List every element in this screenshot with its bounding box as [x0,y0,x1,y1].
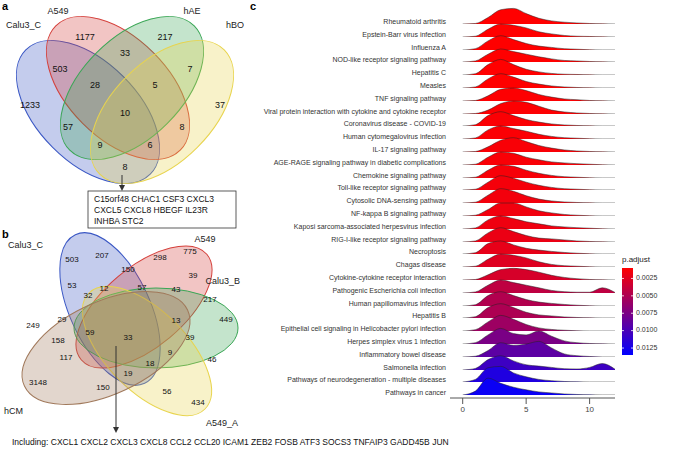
svg-text:A549: A549 [47,6,68,16]
svg-text:57: 57 [138,283,147,292]
svg-text:5: 5 [524,405,529,414]
svg-text:a: a [8,0,9,12]
svg-text:19: 19 [124,369,133,378]
svg-text:INHBA STC2: INHBA STC2 [94,216,144,226]
svg-text:1177: 1177 [75,32,94,42]
svg-text:Herpes simplex virus 1 infecti: Herpes simplex virus 1 infection [347,338,446,346]
svg-text:43: 43 [172,285,181,294]
svg-text:53: 53 [68,281,77,290]
svg-text:Measles: Measles [420,82,447,89]
svg-text:5: 5 [152,80,157,90]
svg-text:b: b [8,228,9,240]
svg-text:0: 0 [460,405,465,414]
svg-text:32: 32 [84,291,93,300]
svg-text:IL-17 signaling pathway: IL-17 signaling pathway [372,146,446,154]
svg-text:Salmonella infection: Salmonella infection [383,364,446,371]
svg-text:33: 33 [120,48,130,58]
svg-text:0.0050: 0.0050 [636,292,658,299]
svg-text:NOD-like receptor signaling pa: NOD-like receptor signaling pathway [332,56,446,64]
svg-text:39: 39 [189,271,198,280]
svg-text:10: 10 [585,405,594,414]
svg-text:Calu3_C: Calu3_C [8,20,42,30]
svg-text:449: 449 [219,315,233,324]
svg-text:Hepatitis B: Hepatitis B [412,312,446,320]
svg-text:hAE: hAE [183,6,200,16]
svg-text:503: 503 [65,255,79,264]
svg-text:117: 117 [60,353,73,362]
svg-text:NF-kappa B signaling pathway: NF-kappa B signaling pathway [351,210,446,218]
svg-text:217: 217 [203,295,217,304]
svg-text:150: 150 [121,265,135,274]
svg-text:775: 775 [183,247,197,256]
svg-text:57: 57 [63,122,73,132]
svg-text:Hepatitis C: Hepatitis C [412,69,446,77]
svg-text:207: 207 [95,251,109,260]
svg-text:7: 7 [187,64,192,74]
svg-text:8: 8 [122,162,127,172]
svg-text:298: 298 [153,253,167,262]
svg-text:Kaposi sarcoma-associated herp: Kaposi sarcoma-associated herpesvirus in… [294,223,446,231]
svg-text:13: 13 [172,316,181,325]
svg-text:37: 37 [215,100,225,110]
svg-text:Epithelial cell signaling in H: Epithelial cell signaling in Helicobacte… [281,325,446,333]
svg-text:TNF signaling pathway: TNF signaling pathway [375,95,447,103]
svg-text:Calu3_B: Calu3_B [205,276,240,286]
svg-text:Human papillomavirus infection: Human papillomavirus infection [349,300,446,308]
svg-text:hCM: hCM [8,406,23,416]
svg-text:10: 10 [120,108,130,118]
svg-text:c: c [250,0,256,12]
svg-text:Cytosolic DNA-sensing pathway: Cytosolic DNA-sensing pathway [346,197,446,205]
svg-text:Coronavirus disease - COVID-19: Coronavirus disease - COVID-19 [344,120,446,127]
svg-text:217: 217 [157,32,172,42]
svg-text:Necroptosis: Necroptosis [409,248,446,256]
svg-text:CXCL5 CXCL8 HBEGF IL23R: CXCL5 CXCL8 HBEGF IL23R [94,205,208,215]
svg-text:Inflammatory bowel disease: Inflammatory bowel disease [359,351,446,359]
svg-text:8: 8 [179,122,184,132]
svg-text:RIG-I-like receptor signaling: RIG-I-like receptor signaling pathway [331,236,446,244]
svg-text:A549_A: A549_A [206,418,238,428]
svg-text:AGE-RAGE signaling pathway in: AGE-RAGE signaling pathway in diabetic c… [274,159,447,167]
svg-text:Rheumatoid arthritis: Rheumatoid arthritis [383,18,446,25]
svg-text:59: 59 [86,328,95,337]
svg-text:Pathways of neurodegeneration: Pathways of neurodegeneration - multiple… [287,376,446,384]
svg-text:Chagas disease: Chagas disease [396,261,446,269]
svg-text:Calu3_C: Calu3_C [8,240,44,250]
svg-text:28: 28 [90,80,100,90]
svg-text:39: 39 [186,333,195,342]
svg-text:Pathogenic Escherichia coli in: Pathogenic Escherichia coli infection [332,287,446,295]
svg-text:Influenza A: Influenza A [411,44,446,51]
svg-text:Toll-like receptor signaling p: Toll-like receptor signaling pathway [337,184,446,192]
svg-text:0.0025: 0.0025 [636,274,658,281]
svg-text:12: 12 [100,284,109,293]
svg-text:p.adjust: p.adjust [622,255,651,264]
svg-text:Viral protein interaction with: Viral protein interaction with cytokine … [264,108,447,116]
svg-text:150: 150 [96,383,110,392]
svg-text:0.0125: 0.0125 [636,344,658,351]
svg-text:0.0075: 0.0075 [636,309,658,316]
svg-text:29: 29 [58,315,67,324]
svg-text:56: 56 [163,387,172,396]
svg-text:249: 249 [26,321,40,330]
svg-text:hBO: hBO [226,20,244,30]
svg-text:Cytokine-cytokine receptor int: Cytokine-cytokine receptor interaction [329,274,446,282]
svg-text:503: 503 [52,64,67,74]
svg-text:Human cytomegalovirus infectio: Human cytomegalovirus infection [343,133,446,141]
svg-text:18: 18 [146,359,155,368]
svg-text:9: 9 [168,348,173,357]
svg-text:9: 9 [97,140,102,150]
svg-text:A549: A549 [194,234,215,244]
svg-text:Including: CXCL1 CXCL2 CXCL3 C: Including: CXCL1 CXCL2 CXCL3 CXCL8 CCL2 … [12,437,449,447]
svg-text:Chemokine signaling pathway: Chemokine signaling pathway [353,172,446,180]
svg-text:Epstein-Barr virus infection: Epstein-Barr virus infection [362,31,446,39]
svg-text:434: 434 [191,398,205,407]
svg-text:46: 46 [208,355,217,364]
svg-text:6: 6 [147,140,152,150]
svg-text:158: 158 [51,336,65,345]
svg-text:C15orf48 CHAC1 CSF3 CXCL3: C15orf48 CHAC1 CSF3 CXCL3 [94,194,214,204]
svg-text:33: 33 [124,333,133,342]
svg-text:0.0100: 0.0100 [636,326,658,333]
svg-text:3148: 3148 [29,378,47,387]
svg-text:1233: 1233 [20,100,40,110]
svg-text:Pathways in cancer: Pathways in cancer [385,389,446,397]
